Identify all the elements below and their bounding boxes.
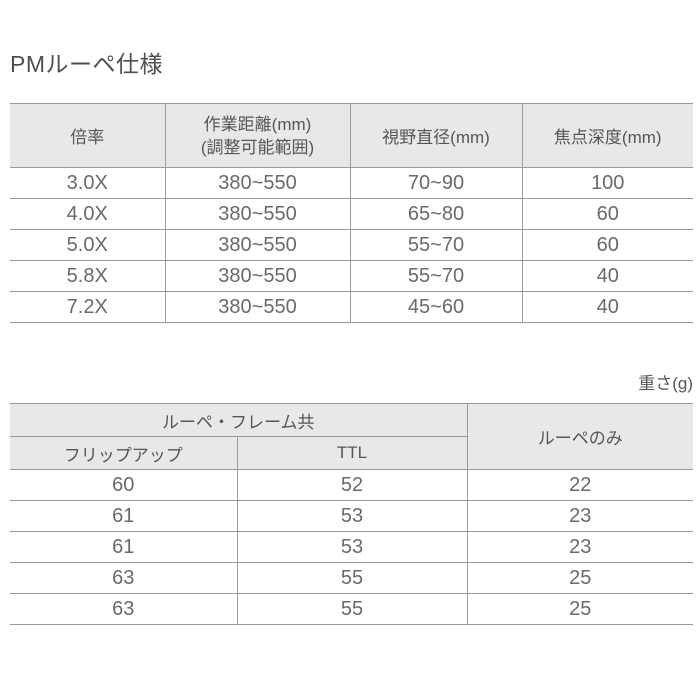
spec-cell: 5.8X <box>10 260 165 292</box>
weight-cell: 61 <box>10 500 237 532</box>
weight-cell: 55 <box>236 562 467 594</box>
weight-cell: 63 <box>10 562 237 594</box>
spec-cell: 55~70 <box>349 260 522 292</box>
weight-col-flip-up: フリップアップ <box>10 436 237 470</box>
spec-cell: 40 <box>521 291 693 323</box>
weight-table-group-header-row: ルーペ・フレーム共 ルーペのみ <box>10 403 693 470</box>
weight-cell: 52 <box>236 469 467 501</box>
table-row: 5.0X 380~550 55~70 60 <box>10 229 693 261</box>
spec-cell: 4.0X <box>10 198 165 230</box>
spec-table: 倍率 作業距離(mm) (調整可能範囲) 視野直径(mm) 焦点深度(mm) 3… <box>10 103 693 323</box>
spec-cell: 380~550 <box>164 229 350 261</box>
table-row: 61 53 23 <box>10 500 693 532</box>
spec-cell: 65~80 <box>349 198 522 230</box>
spec-cell: 60 <box>521 198 693 230</box>
page-title: PMルーペ仕様 <box>10 51 163 77</box>
weight-cell: 55 <box>236 593 467 625</box>
weight-cell: 53 <box>236 531 467 563</box>
spec-cell: 380~550 <box>164 198 350 230</box>
spec-col-magnification: 倍率 <box>10 103 165 168</box>
weight-table: ルーペ・フレーム共 ルーペのみ フリップアップ TTL 60 52 22 61 … <box>10 403 693 625</box>
weight-col-ttl: TTL <box>236 436 467 470</box>
table-row: 61 53 23 <box>10 531 693 563</box>
spec-cell: 5.0X <box>10 229 165 261</box>
spec-cell: 70~90 <box>349 167 522 199</box>
weight-cell: 61 <box>10 531 237 563</box>
table-row: 60 52 22 <box>10 469 693 501</box>
table-row: 4.0X 380~550 65~80 60 <box>10 198 693 230</box>
table-row: 3.0X 380~550 70~90 100 <box>10 167 693 199</box>
table-row: 7.2X 380~550 45~60 40 <box>10 291 693 323</box>
spec-cell: 7.2X <box>10 291 165 323</box>
weight-cell: 23 <box>466 531 693 563</box>
table-row: 63 55 25 <box>10 593 693 625</box>
weight-cell: 22 <box>466 469 693 501</box>
page: PMルーペ仕様 倍率 作業距離(mm) (調整可能範囲) 視野直径(mm) 焦点… <box>0 48 700 700</box>
spec-cell: 380~550 <box>164 167 350 199</box>
weight-cell: 25 <box>466 562 693 594</box>
spec-col-field-diameter: 視野直径(mm) <box>349 103 522 168</box>
spec-cell: 45~60 <box>349 291 522 323</box>
spec-cell: 380~550 <box>164 291 350 323</box>
spec-cell: 40 <box>521 260 693 292</box>
weight-unit-label: 重さ(g) <box>638 374 693 393</box>
spec-col-depth-of-focus: 焦点深度(mm) <box>521 103 693 168</box>
spec-col-working-distance: 作業距離(mm) (調整可能範囲) <box>164 103 350 168</box>
weight-cell: 25 <box>466 593 693 625</box>
weight-cell: 53 <box>236 500 467 532</box>
weight-col-group-loupe-frame: ルーペ・フレーム共 <box>10 403 467 437</box>
weight-cell: 60 <box>10 469 237 501</box>
spec-cell: 55~70 <box>349 229 522 261</box>
spec-cell: 3.0X <box>10 167 165 199</box>
spec-cell: 60 <box>521 229 693 261</box>
weight-table-header-row: フリップアップ TTL <box>10 436 693 470</box>
spec-table-header-row: 倍率 作業距離(mm) (調整可能範囲) 視野直径(mm) 焦点深度(mm) <box>10 103 693 168</box>
spec-cell: 100 <box>521 167 693 199</box>
spec-cell: 380~550 <box>164 260 350 292</box>
weight-cell: 23 <box>466 500 693 532</box>
table-row: 63 55 25 <box>10 562 693 594</box>
table-row: 5.8X 380~550 55~70 40 <box>10 260 693 292</box>
weight-col-loupe-only: ルーペのみ <box>466 403 693 470</box>
weight-cell: 63 <box>10 593 237 625</box>
